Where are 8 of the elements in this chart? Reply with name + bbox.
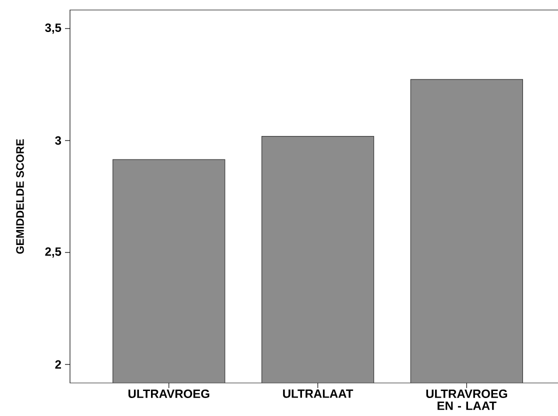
x-tick-label: ULTRAVROEG EN - LAAT — [426, 390, 508, 410]
y-tick-label: 2,5 — [45, 247, 62, 258]
x-tick-label: ULTRALAAT — [283, 390, 354, 398]
y-tick-label: 2 — [55, 360, 61, 369]
y-axis-title: GEMIDDELDE SCORE — [16, 139, 24, 254]
y-tick-label: 3 — [55, 136, 62, 145]
x-tick-label: ULTRAVROEG — [128, 390, 210, 398]
y-tick-label: 3,5 — [45, 23, 62, 34]
